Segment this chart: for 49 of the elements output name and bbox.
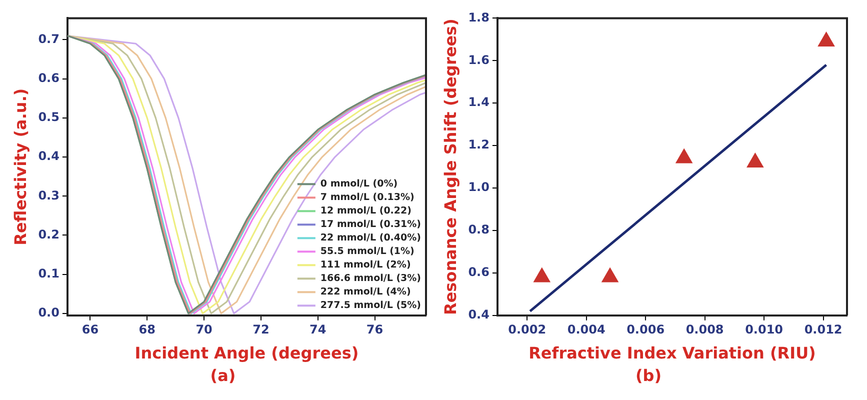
- y-tick-label: 0.5: [38, 110, 60, 124]
- y-tick-label: 0.4: [468, 308, 490, 322]
- point: [676, 148, 692, 164]
- y-tick-label: 0.0: [38, 306, 60, 320]
- y-tick-label: 0.6: [468, 265, 490, 280]
- point: [534, 268, 550, 282]
- x-tick-label: 0.008: [686, 322, 724, 337]
- y-tick-label: 0.7: [38, 32, 60, 46]
- x-tick-label: 0.012: [804, 322, 842, 337]
- y-tick-label: 1.8: [468, 10, 490, 24]
- legend-label: 166.6 mmol/L (3%): [320, 273, 422, 284]
- legend-label: 0 mmol/L (0%): [320, 178, 398, 190]
- y-tick-label: 1.6: [468, 52, 490, 67]
- x-tick-label: 68: [138, 322, 156, 337]
- x-tick-label: 0.006: [626, 322, 665, 337]
- legend-label: 12 mmol/L (0.22): [320, 206, 412, 217]
- text: (b): [634, 366, 663, 385]
- y-tick-label: 0.8: [468, 222, 490, 237]
- legend-label: 111 mmol/L (2%): [320, 260, 411, 271]
- legend-label: 22 mmol/L (0.40%): [320, 232, 422, 244]
- x-tick-label: 74: [310, 322, 326, 337]
- legend-label: 7 mmol/L (0.13%): [320, 192, 414, 204]
- y-tick-label: 0.4: [38, 149, 60, 164]
- y-tick-label: 0.6: [38, 70, 60, 85]
- y-tick-label: 0.2: [38, 227, 60, 242]
- y-tick-label: 1.4: [468, 95, 490, 110]
- x-axis-title: Incident Angle (degrees): [134, 344, 359, 363]
- text: (a): [209, 366, 237, 385]
- legend-label: 277.5 mmol/L (5%): [320, 300, 422, 312]
- x-tick-label: 66: [82, 322, 99, 337]
- x-tick-label: 0.010: [745, 322, 784, 337]
- x-axis-title: Refractive Index Variation (RIU): [528, 344, 816, 363]
- y-tick-label: 1.2: [468, 138, 490, 152]
- y-tick-label: 0.3: [38, 188, 60, 202]
- x-tick-label: 0.004: [567, 322, 606, 337]
- x-tick-label: 0.002: [508, 322, 546, 337]
- y-tick-label: 1.0: [468, 180, 490, 194]
- point: [602, 268, 618, 282]
- point: [818, 32, 835, 47]
- y-axis-title: Resonance Angle Shift (degrees): [440, 18, 460, 315]
- legend-label: 222 mmol/L (4%): [320, 286, 411, 298]
- y-axis-title: Reflectivity (a.u.): [10, 88, 30, 246]
- point: [746, 153, 764, 168]
- x-tick-label: 70: [196, 322, 212, 337]
- legend-label: 17 mmol/L (0.31%): [320, 219, 422, 230]
- x-tick-label: 72: [252, 322, 270, 337]
- x-tick-label: 76: [366, 322, 384, 337]
- y-tick-label: 0.1: [38, 266, 60, 280]
- legend-label: 55.5 mmol/L (1%): [320, 246, 414, 258]
